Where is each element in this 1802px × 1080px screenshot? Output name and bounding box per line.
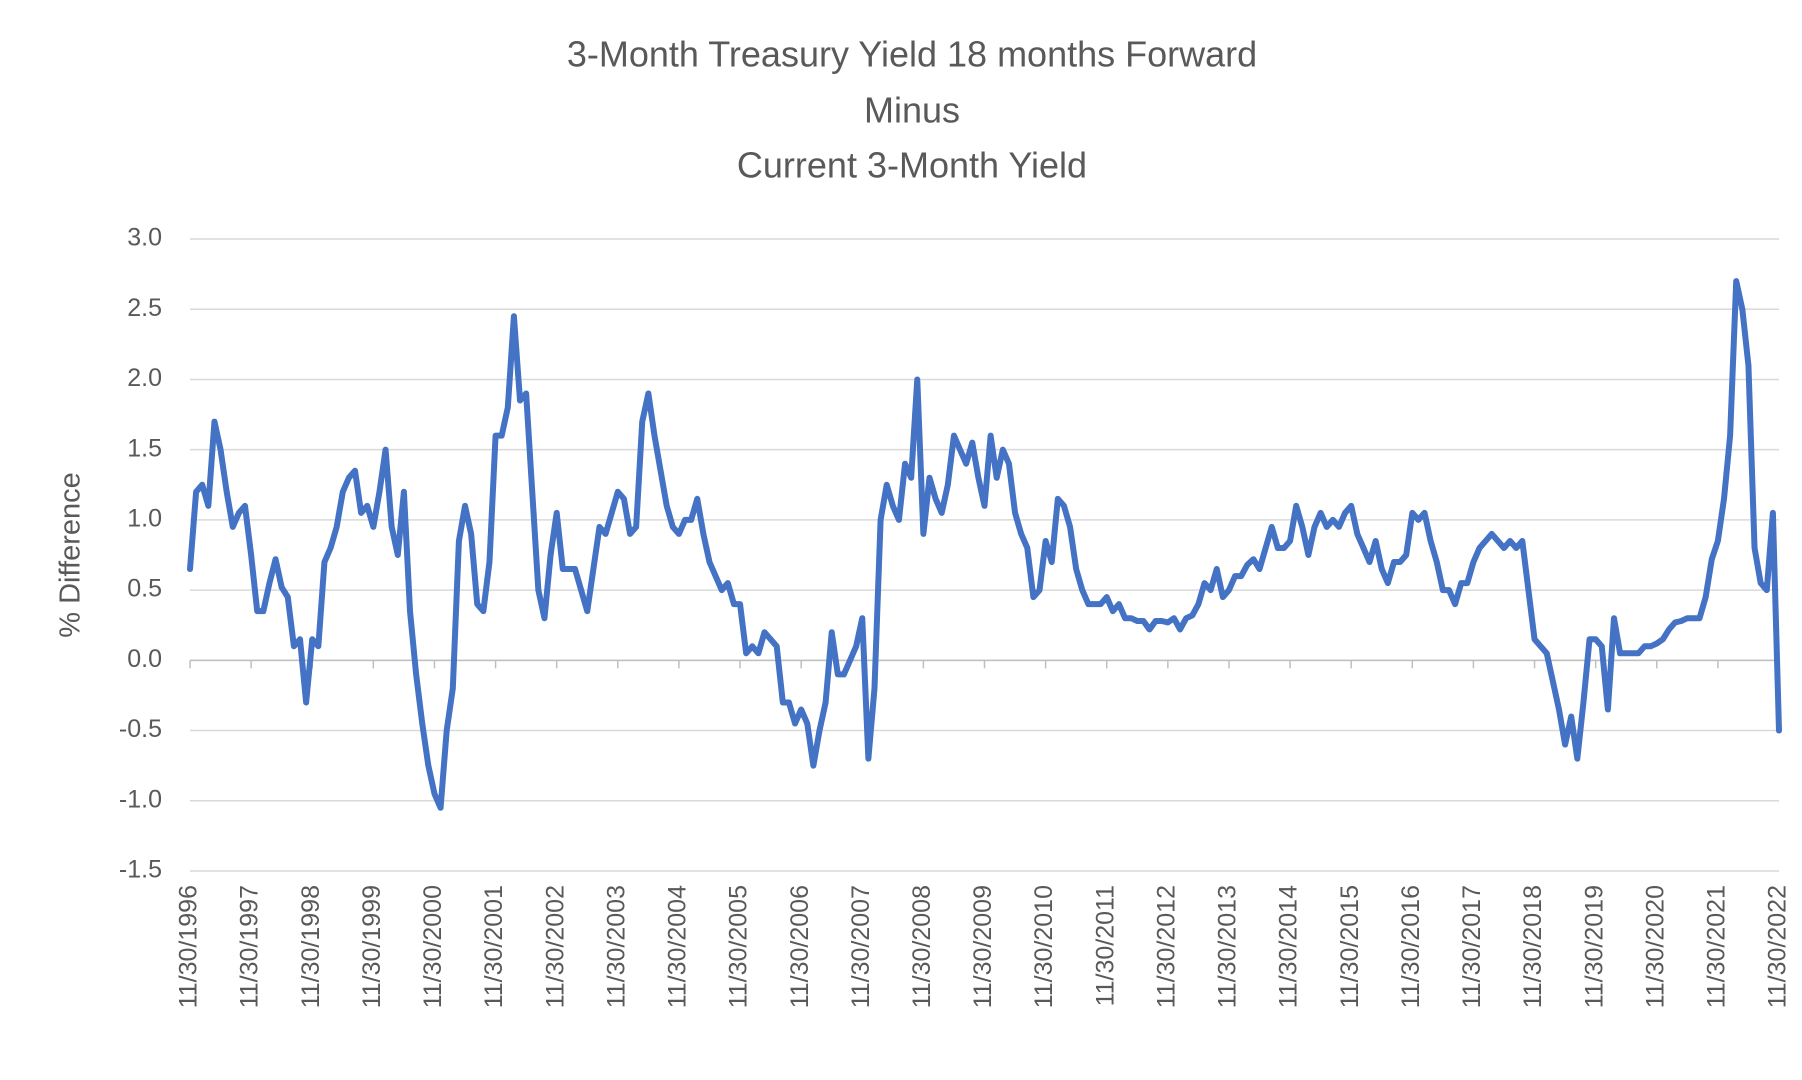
x-tick-label: 11/30/2011 <box>1091 885 1119 1006</box>
x-tick-label: 11/30/2004 <box>664 885 692 1008</box>
x-tick-label: 11/30/1999 <box>358 885 386 1008</box>
x-tick-label: 11/30/2006 <box>786 885 814 1008</box>
data-line <box>187 278 1782 811</box>
x-tick-label: 11/30/2017 <box>1458 885 1486 1008</box>
x-tick-label: 11/30/2014 <box>1275 885 1303 1008</box>
x-tick-label: 11/30/2001 <box>480 885 508 1008</box>
y-tick-label: -1.0 <box>119 785 162 813</box>
x-tick-label: 11/30/2013 <box>1214 885 1242 1008</box>
x-tick-label: 11/30/2015 <box>1336 885 1364 1008</box>
x-tick-label: 11/30/2010 <box>1030 885 1058 1008</box>
x-tick-label: 11/30/2003 <box>602 885 630 1008</box>
x-tick-label: 11/30/2007 <box>847 885 875 1008</box>
chart-title: 3-Month Treasury Yield 18 months Forward <box>567 34 1257 75</box>
y-tick-label: 2.5 <box>127 294 162 322</box>
y-tick-label: 2.0 <box>127 364 162 392</box>
y-tick-label: -1.5 <box>119 856 162 884</box>
x-tick-label: 11/30/2000 <box>419 885 447 1008</box>
x-tick-label: 11/30/1996 <box>175 885 203 1008</box>
x-tick-label: 11/30/2019 <box>1580 885 1608 1008</box>
x-tick-label: 11/30/1997 <box>236 885 264 1008</box>
y-tick-label: 0.5 <box>127 575 162 603</box>
x-tick-label: 11/30/2009 <box>969 885 997 1008</box>
x-tick-label: 11/30/2002 <box>541 885 569 1008</box>
x-tick-label: 11/30/2018 <box>1519 885 1547 1008</box>
y-axis-title: % Difference <box>55 472 87 638</box>
y-tick-label: 1.5 <box>127 434 162 462</box>
x-tick-label: 11/30/2008 <box>908 885 936 1008</box>
x-tick-label: 11/30/2020 <box>1641 885 1669 1008</box>
x-tick-label: 11/30/2021 <box>1702 885 1730 1008</box>
x-tick-label: 11/30/2022 <box>1764 885 1792 1008</box>
x-tick-label: 11/30/2005 <box>725 885 753 1008</box>
y-tick-label: 1.0 <box>127 504 162 532</box>
x-tick-label: 11/30/2012 <box>1152 885 1180 1008</box>
x-tick-label: 11/30/1998 <box>297 885 325 1008</box>
y-tick-label: -0.5 <box>119 715 162 743</box>
chart-title: Current 3-Month Yield <box>737 145 1087 186</box>
chart-title: Minus <box>864 90 960 131</box>
x-tick-label: 11/30/2016 <box>1397 885 1425 1008</box>
y-tick-label: 0.0 <box>127 645 162 673</box>
y-tick-label: 3.0 <box>127 224 162 252</box>
